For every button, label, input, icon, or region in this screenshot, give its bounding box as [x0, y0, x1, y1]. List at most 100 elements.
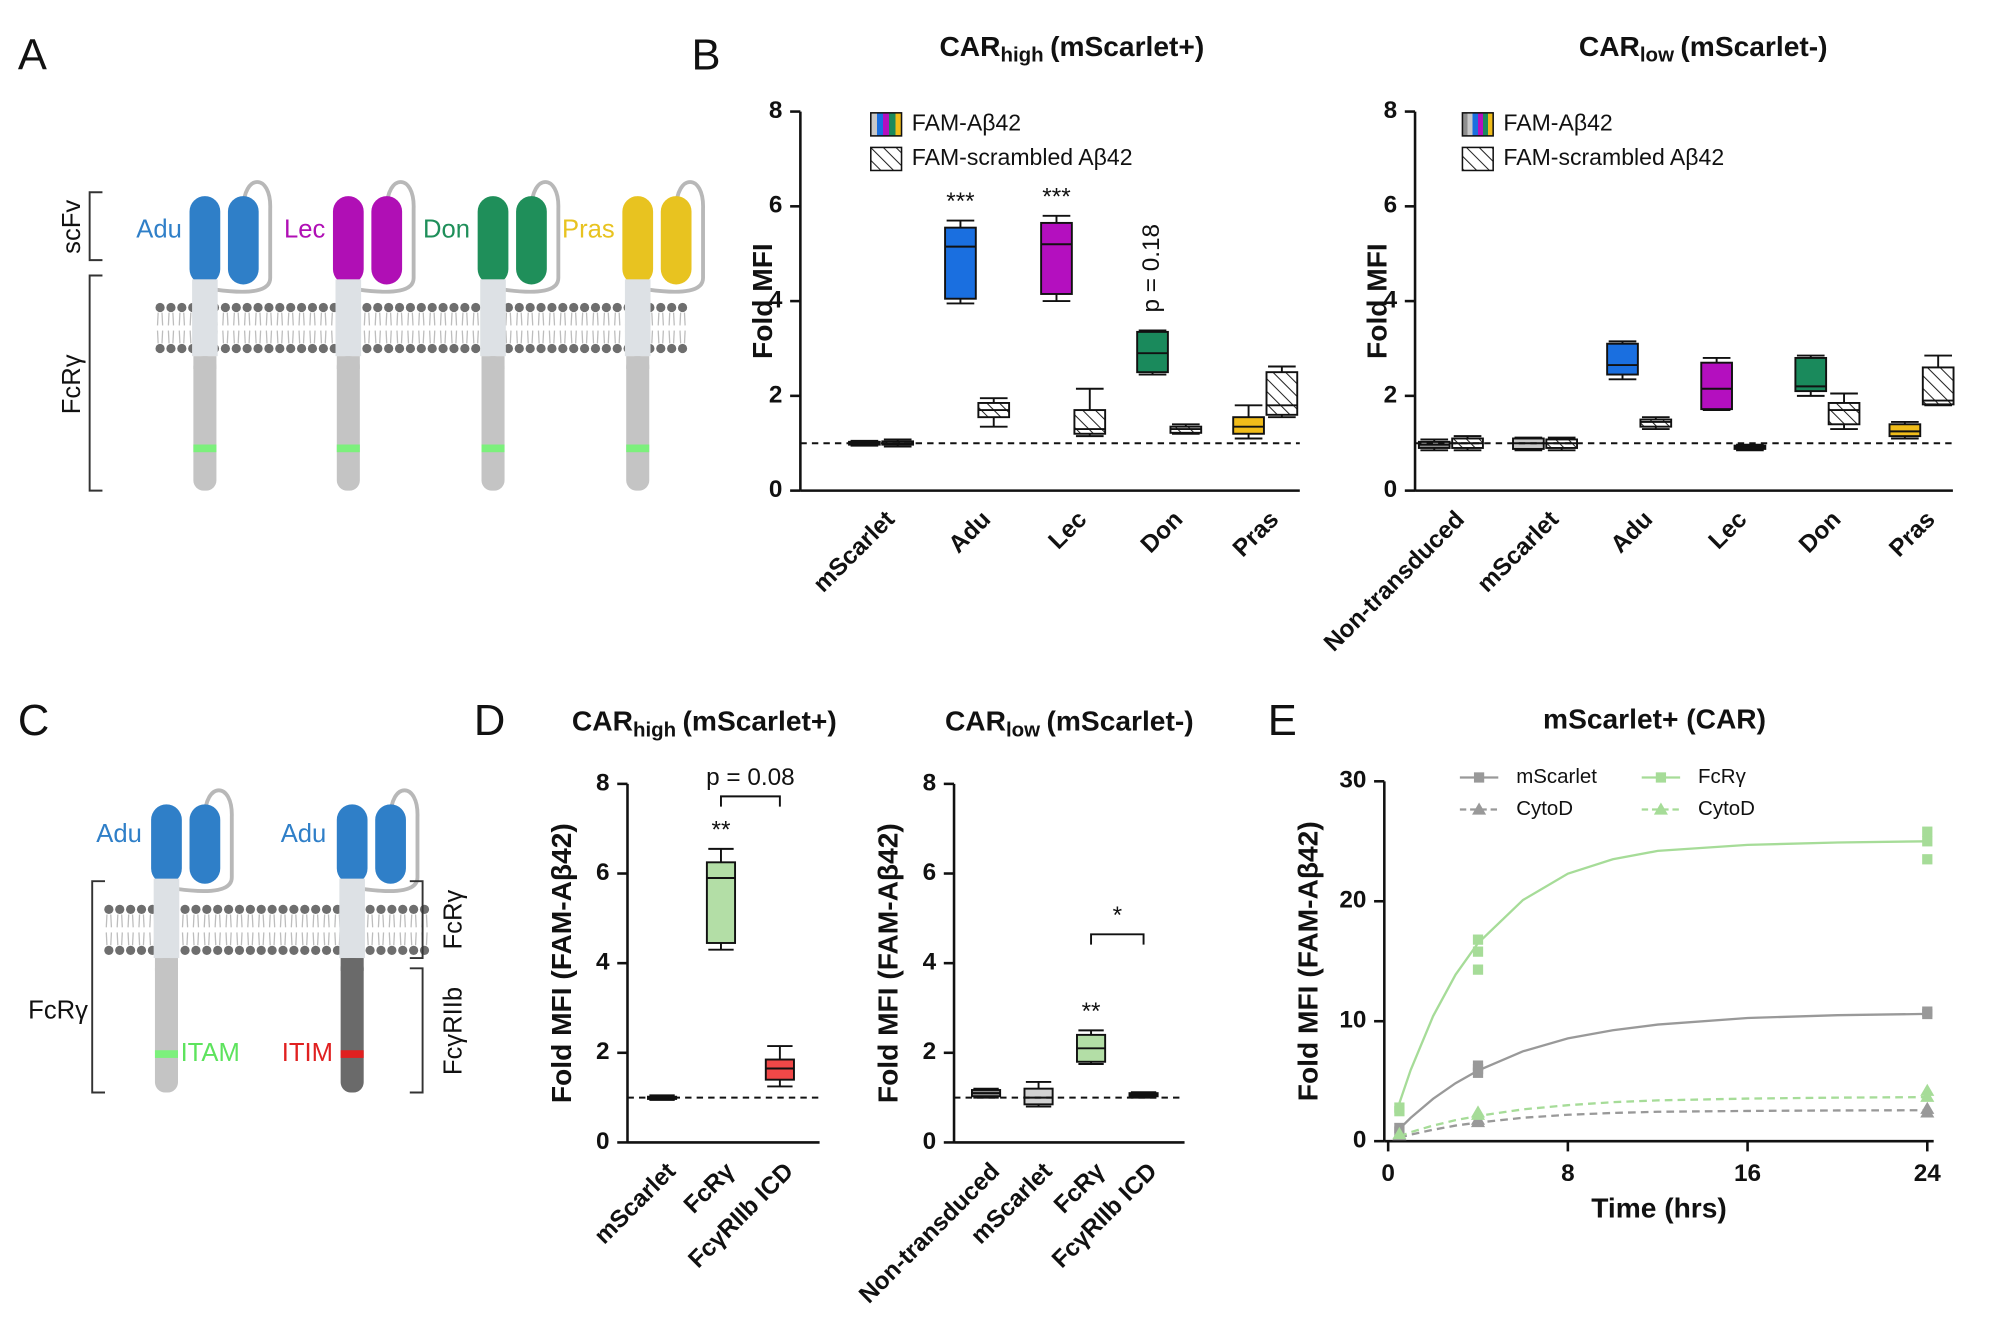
x-tick-label: 0: [1381, 1160, 1395, 1187]
legend-marker: [1472, 802, 1487, 815]
receptor: [189, 180, 273, 491]
legend-swatch: [870, 112, 903, 137]
panel-letter: C: [18, 697, 49, 745]
y-axis-label: Fold MFI (FAM-Aβ42): [1291, 821, 1323, 1101]
y-tick-label: 2: [596, 1038, 610, 1065]
box: [944, 226, 977, 300]
y-tick-label: 10: [1339, 1007, 1366, 1034]
bracket-label: scFv: [58, 200, 86, 254]
motif-label: ITIM: [282, 1039, 333, 1067]
point: [1472, 1060, 1484, 1071]
x-tick-label: mScarlet: [589, 1158, 681, 1250]
legend-label: CytoD: [1516, 797, 1573, 820]
title-subscript: low: [1006, 719, 1040, 742]
legend-swatch: [1461, 146, 1494, 172]
point: [1472, 964, 1484, 975]
point: [1920, 1101, 1935, 1114]
box: [1888, 423, 1922, 438]
fit-line: [1398, 1095, 1928, 1138]
y-tick-label: 0: [596, 1128, 610, 1155]
receptor: [336, 788, 420, 1093]
x-tick-label: Don: [1794, 506, 1847, 559]
bracket: [409, 880, 424, 959]
x-tick-label: Don: [1136, 506, 1189, 559]
y-tick-label: 0: [923, 1128, 937, 1155]
y-tick-label: 6: [1384, 192, 1398, 219]
bracket-label: FcRγ: [28, 997, 88, 1025]
title-suffix: (mScarlet+): [1050, 30, 1204, 62]
legend-marker: [1653, 802, 1668, 815]
x-tick-label: Adu: [944, 506, 997, 559]
box: [1700, 361, 1733, 411]
point: [1470, 1105, 1486, 1118]
y-axis-label: Fold MFI: [1361, 243, 1393, 359]
legend-label: FAM-scrambled Aβ42: [912, 144, 1133, 170]
x-tick-label: 24: [1914, 1160, 1942, 1187]
bracket-label: FcRγ: [439, 890, 467, 950]
y-tick-label: 4: [769, 287, 783, 314]
y-tick-label: 8: [1384, 97, 1398, 124]
receptor-label: Pras: [562, 215, 615, 243]
legend-marker: [1473, 772, 1485, 783]
point: [1920, 1083, 1935, 1096]
point: [1922, 854, 1933, 865]
y-axis-label: Fold MFI (FAM-Aβ42): [545, 823, 577, 1103]
membrane: [155, 302, 688, 354]
box: [1639, 418, 1673, 428]
title-subscript: high: [1000, 44, 1043, 67]
legend-label: FcRγ: [1698, 765, 1747, 788]
annotation: p = 0.08: [706, 764, 795, 791]
fit-line: [1399, 1109, 1928, 1139]
panel-letter: A: [18, 31, 47, 79]
x-tick-label: Pras: [1884, 506, 1940, 562]
legend-label: FAM-Aβ42: [1503, 109, 1612, 135]
y-tick-label: 4: [596, 949, 610, 976]
y-tick-label: 0: [1353, 1127, 1367, 1154]
legend-label: mScarlet: [1516, 765, 1597, 788]
panel-letter: D: [474, 697, 505, 745]
y-tick-label: 30: [1339, 767, 1366, 794]
legend-swatch: [1461, 112, 1494, 137]
bracket: [91, 880, 106, 1094]
x-tick-label: Lec: [1043, 506, 1092, 555]
x-tick-label: Pras: [1228, 506, 1284, 562]
title-text: CAR: [1579, 30, 1640, 62]
title-suffix: (mScarlet+): [683, 705, 837, 737]
annotation: **: [712, 816, 731, 843]
y-tick-label: 0: [769, 476, 783, 503]
bracket: [88, 274, 103, 492]
legend-label: CytoD: [1698, 797, 1755, 820]
title-subscript: low: [1640, 44, 1674, 67]
y-axis-label: Fold MFI: [746, 243, 778, 359]
point: [1394, 1102, 1405, 1113]
box: [1023, 1087, 1054, 1106]
x-tick-label: Lec: [1704, 506, 1753, 555]
y-tick-label: 6: [769, 192, 783, 219]
receptor: [151, 788, 234, 1093]
panel-letter: B: [692, 31, 721, 79]
y-tick-label: 8: [769, 97, 783, 124]
box: [1265, 371, 1299, 416]
annotation: *: [1113, 902, 1123, 929]
box: [764, 1058, 795, 1081]
title-suffix: (mScarlet-): [1047, 705, 1194, 737]
receptor-label: Don: [423, 215, 470, 243]
y-tick-label: 2: [1384, 381, 1398, 408]
title-text: CAR: [939, 30, 1000, 62]
bracket: [720, 795, 781, 807]
bracket-label: FcγRIIb: [439, 987, 467, 1075]
bracket: [88, 191, 103, 262]
fit-line: [1398, 840, 1928, 1104]
y-tick-label: 4: [1384, 287, 1398, 314]
membrane: [104, 904, 430, 955]
receptor: [477, 180, 561, 491]
x-tick-label: 8: [1561, 1160, 1575, 1187]
receptor-label: Lec: [284, 215, 325, 243]
motif-label: ITAM: [181, 1039, 240, 1067]
receptor: [332, 180, 416, 491]
point: [1392, 1126, 1407, 1140]
annotation: **: [1082, 998, 1101, 1025]
y-tick-label: 8: [596, 769, 610, 796]
annotation: ***: [1042, 183, 1071, 210]
